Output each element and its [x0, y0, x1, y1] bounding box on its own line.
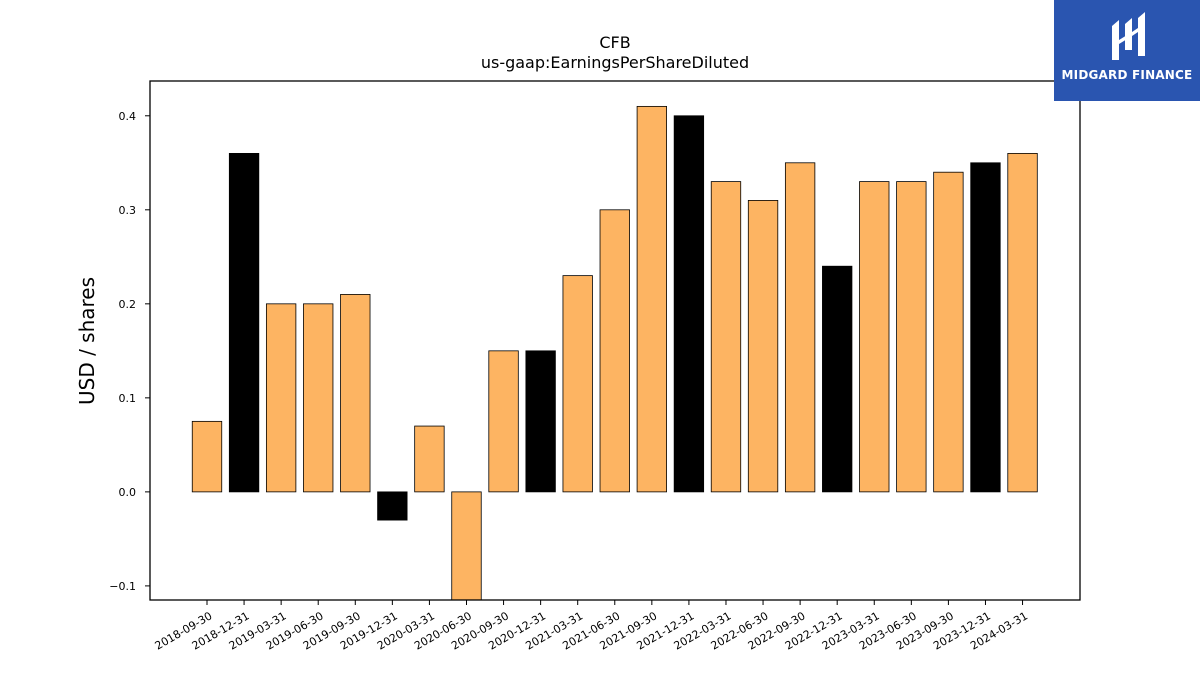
bar-2021-06-30: [599, 209, 630, 493]
bar-2020-12-31: [525, 350, 556, 493]
bar-2022-09-30: [784, 162, 816, 493]
bar-2021-09-30: [636, 105, 667, 493]
y-tick-label: 0.0: [119, 486, 137, 499]
brand-logo: MIDGARD FINANCE: [1054, 0, 1200, 101]
bar-2023-03-31: [859, 181, 890, 493]
bar-2019-06-30: [303, 303, 334, 493]
bar-2018-12-31: [228, 152, 260, 493]
bar-2019-09-30: [340, 294, 371, 493]
bar-2021-12-31: [673, 115, 705, 493]
bar-2023-06-30: [896, 181, 927, 493]
bar-2022-06-30: [747, 200, 779, 493]
y-tick-label: 0.1: [119, 392, 137, 405]
y-tick-label: 0.2: [119, 298, 137, 311]
y-tick-label: −0.1: [109, 580, 136, 593]
bar-2019-03-31: [265, 303, 297, 493]
chart-subtitle: us-gaap:EarningsPerShareDiluted: [481, 53, 749, 72]
y-axis-label: USD / shares: [75, 277, 99, 405]
bar-2018-09-30: [191, 420, 223, 493]
y-tick-label: 0.4: [119, 110, 137, 123]
bar-2024-03-31: [1007, 152, 1038, 493]
bar-2020-03-31: [414, 425, 445, 493]
chart-title: CFB: [599, 33, 630, 52]
bar-2019-12-31: [377, 491, 408, 521]
bar-2023-12-31: [970, 162, 1001, 493]
plot-frame: [149, 80, 1081, 601]
y-axis-ticks: −0.1 0.0 0.1 0.2 0.3 0.4: [109, 110, 150, 593]
x-axis-ticks: 2018-09-302018-12-312019-03-312019-06-30…: [153, 600, 1030, 653]
bar-2022-12-31: [822, 265, 853, 493]
bar-2022-03-31: [710, 181, 742, 493]
bar-2020-06-30: [451, 491, 482, 600]
brand-name: MIDGARD FINANCE: [1061, 68, 1193, 82]
bar-2023-09-30: [933, 171, 964, 493]
bar-2020-09-30: [488, 350, 519, 493]
y-tick-label: 0.3: [119, 204, 137, 217]
bar-2021-03-31: [562, 275, 593, 493]
bars-group: [191, 105, 1038, 600]
midgard-logo-icon: [1112, 12, 1145, 60]
